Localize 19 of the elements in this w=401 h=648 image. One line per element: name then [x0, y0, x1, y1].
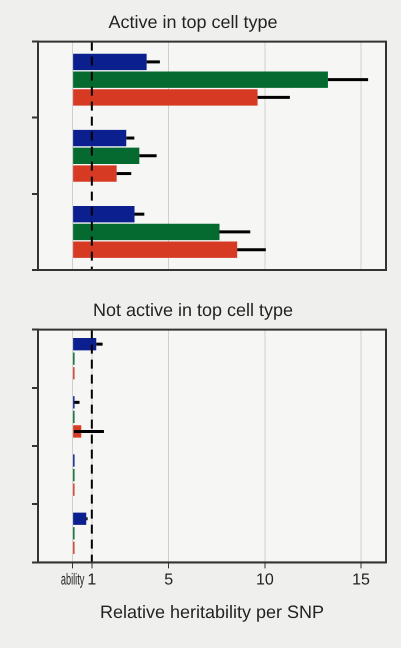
bar: [73, 224, 220, 240]
chart-title: Not active in top cell type: [92, 300, 294, 320]
bar: [73, 512, 86, 525]
x-axis-title: Relative heritability per SNP: [100, 602, 324, 622]
bar: [73, 130, 126, 146]
bar: [73, 89, 258, 106]
bar: [73, 206, 135, 222]
x-tick-label: 15: [352, 571, 370, 588]
x-tick-label: 5: [164, 571, 174, 588]
bar: [73, 54, 147, 70]
x-tick-label: 10: [256, 571, 274, 588]
bar: [73, 338, 96, 350]
bar: [73, 242, 238, 258]
chart-title: Active in top cell type: [108, 12, 278, 32]
bar: [73, 165, 117, 182]
x-tick-label: 1: [87, 571, 96, 588]
x-tick-label: ability: [60, 570, 85, 588]
bar: [73, 71, 328, 88]
bar: [73, 148, 140, 164]
